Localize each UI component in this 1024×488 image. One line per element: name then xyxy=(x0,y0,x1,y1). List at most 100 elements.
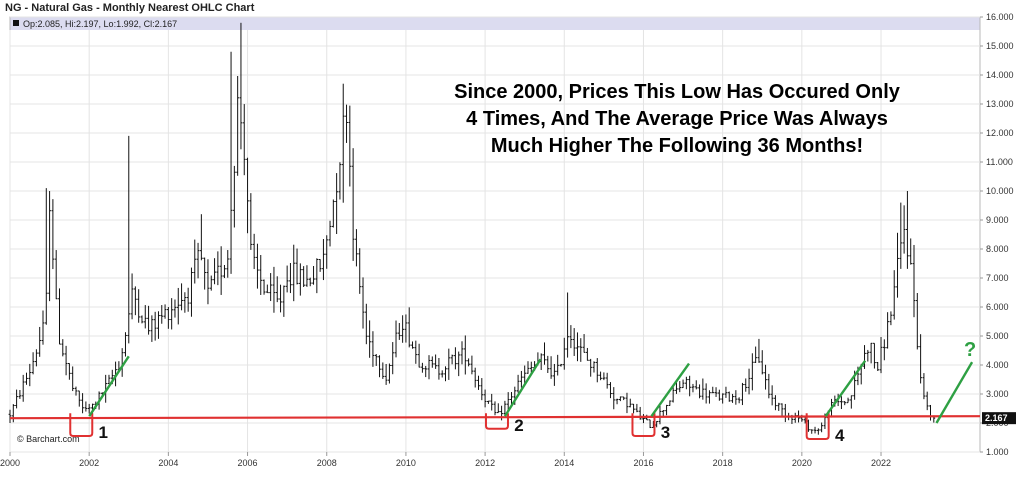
ohlc-bar xyxy=(74,386,78,396)
ohlc-bar xyxy=(229,51,233,274)
ohlc-bar xyxy=(213,258,216,285)
ohlc-bar xyxy=(658,405,662,425)
ohlc-bar xyxy=(242,104,246,176)
ohlc-bar xyxy=(526,361,530,374)
ohlc-bar xyxy=(899,202,903,269)
ohlc-bar xyxy=(503,400,507,417)
ohlc-bar xyxy=(150,315,154,342)
ohlc-bar xyxy=(582,334,586,353)
low-event-box xyxy=(805,413,830,440)
ohlc-bar xyxy=(635,403,639,413)
ohlc-bar xyxy=(64,345,68,376)
ohlc-bar xyxy=(744,378,748,392)
x-tick-label: 2010 xyxy=(396,458,416,468)
low-event-box xyxy=(69,413,94,438)
ohlc-bar xyxy=(609,382,612,399)
ohlc-bar xyxy=(724,386,728,398)
grid xyxy=(9,16,980,453)
ohlc-readout: Op:2.085, Hi:2.197, Lo:1.992, Cl:2.167 xyxy=(23,19,177,29)
ohlc-bar xyxy=(15,389,18,409)
ohlc-bar xyxy=(404,314,408,343)
ohlc-bar xyxy=(737,397,741,404)
ohlc-bar xyxy=(166,307,170,329)
ohlc-bar xyxy=(846,397,850,404)
ohlc-bar xyxy=(170,298,174,330)
projection-arrow xyxy=(935,361,974,424)
ohlc-bar xyxy=(137,289,141,323)
copyright-text: © Barchart.com xyxy=(17,434,80,444)
ohlc-header-band xyxy=(10,17,980,30)
ohlc-bar xyxy=(863,345,866,369)
x-tick-label: 2022 xyxy=(871,458,891,468)
recovery-arrow xyxy=(650,362,690,417)
ohlc-bar xyxy=(572,328,576,356)
ohlc-bar xyxy=(371,331,375,367)
ohlc-bar xyxy=(107,374,111,385)
support-line xyxy=(9,415,981,420)
ohlc-bar xyxy=(28,363,32,387)
ohlc-bar xyxy=(206,259,210,305)
ohlc-bar xyxy=(483,389,487,408)
ohlc-bar xyxy=(648,419,652,429)
ohlc-bar xyxy=(717,389,721,401)
ohlc-bar xyxy=(295,248,299,285)
ohlc-bar xyxy=(566,292,569,358)
ohlc-bar xyxy=(437,358,441,380)
chart-title: NG - Natural Gas - Monthly Nearest OHLC … xyxy=(5,2,255,14)
ohlc-bar xyxy=(490,393,494,411)
ohlc-bar xyxy=(176,287,180,325)
ohlc-bar xyxy=(226,250,230,278)
ohlc-bar xyxy=(622,396,626,401)
ohlc-bar xyxy=(71,366,75,392)
ohlc-bar xyxy=(199,214,203,261)
ohlc-bar xyxy=(345,104,348,143)
ohlc-bar xyxy=(849,395,853,409)
ohlc-bar xyxy=(335,173,339,234)
y-tick-label: 16.000 xyxy=(986,12,1014,22)
ohlc-bar xyxy=(602,372,606,381)
ohlc-bar xyxy=(358,248,362,294)
ohlc-bar xyxy=(681,379,685,389)
y-tick-label: 12.000 xyxy=(986,128,1014,138)
ohlc-bar xyxy=(919,334,923,384)
ohlc-bar xyxy=(338,162,342,200)
x-tick-label: 2016 xyxy=(633,458,653,468)
y-tick-label: 15.000 xyxy=(986,41,1014,51)
ohlc-bar xyxy=(275,276,279,303)
ohlc-bar xyxy=(675,381,678,394)
annotation-text: Since 2000, Prices This Low Has Occured … xyxy=(454,81,901,157)
ohlc-bar xyxy=(434,354,438,369)
ohlc-bar xyxy=(477,375,480,390)
ohlc-bar xyxy=(407,307,411,348)
ohlc-bar xyxy=(879,337,883,374)
ohlc-bar xyxy=(127,135,131,344)
projection-question-mark: ? xyxy=(964,339,976,361)
ohlc-bar xyxy=(147,305,150,335)
ohlc-bar xyxy=(381,362,385,379)
ohlc-bar xyxy=(421,362,424,373)
ohlc-bar xyxy=(331,199,335,228)
recovery-arrow xyxy=(824,359,867,417)
ohlc-bar xyxy=(470,355,474,375)
ohlc-bar xyxy=(906,191,909,269)
ohlc-bar xyxy=(605,372,609,389)
ohlc-bar xyxy=(595,358,599,383)
ohlc-bar xyxy=(411,341,414,349)
ohlc-bar xyxy=(272,266,276,313)
ohlc-bar xyxy=(487,400,490,404)
ohlc-bar xyxy=(219,246,223,295)
ohlc-bar xyxy=(463,335,467,375)
ohlc-bar xyxy=(688,375,692,397)
ohlc-bar xyxy=(58,288,61,345)
ohlc-bar xyxy=(902,205,906,254)
ohlc-bar xyxy=(157,311,160,339)
ohlc-bar xyxy=(282,285,286,317)
ohlc-bar xyxy=(140,315,144,324)
ohlc-bar xyxy=(279,284,282,313)
ohlc-bar xyxy=(444,366,447,382)
ohlc-bar xyxy=(397,322,401,340)
low-event-label: 4 xyxy=(835,426,845,445)
ohlc-bar xyxy=(368,320,372,358)
ohlc-bar xyxy=(668,400,672,407)
